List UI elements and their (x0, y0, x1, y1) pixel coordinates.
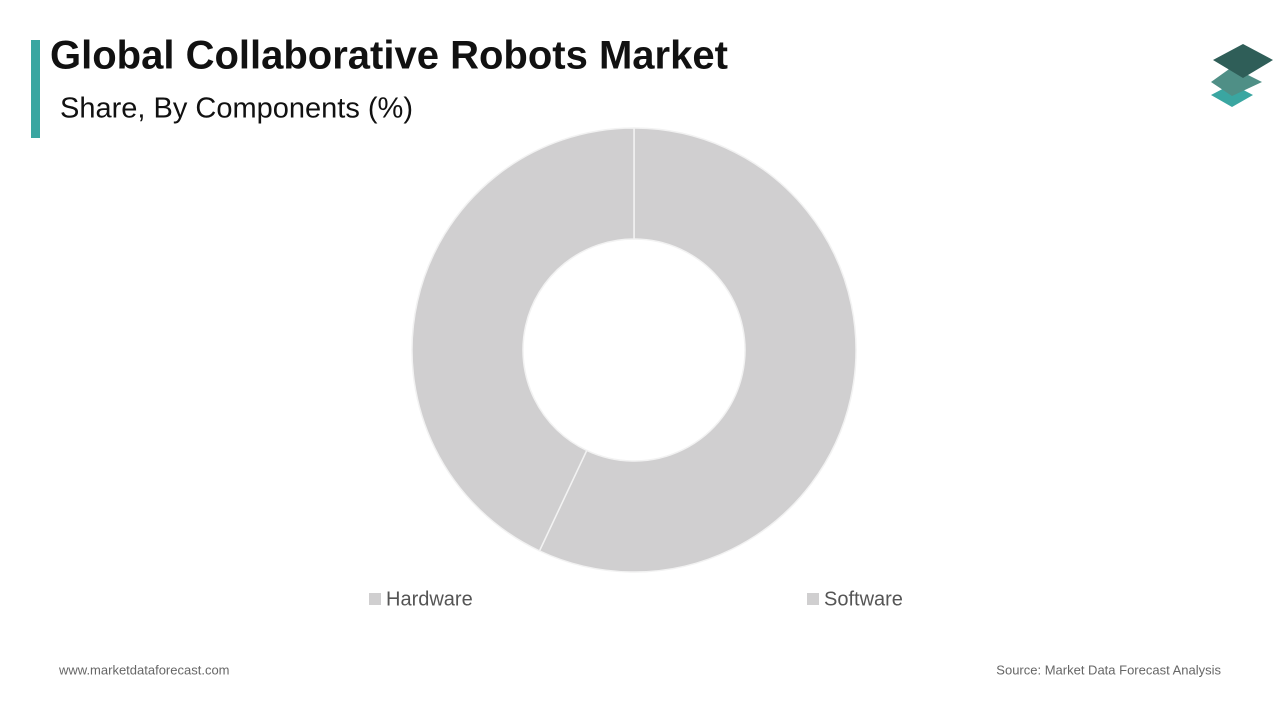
chart-subtitle: Share, By Components (%) (60, 93, 413, 125)
accent-bar (31, 40, 40, 138)
source: Source: Market Data Forecast Analysis (996, 662, 1221, 677)
legend-swatch (369, 593, 381, 605)
logo (1211, 44, 1273, 107)
donut-segment (538, 127, 857, 573)
website: www.marketdataforecast.com (58, 662, 230, 677)
chart-title: Global Collaborative Robots Market (50, 34, 728, 78)
donut-segment (411, 127, 635, 552)
legend-swatch (807, 593, 819, 605)
legend-label: Software (824, 588, 903, 610)
legend-label: Hardware (386, 588, 473, 610)
